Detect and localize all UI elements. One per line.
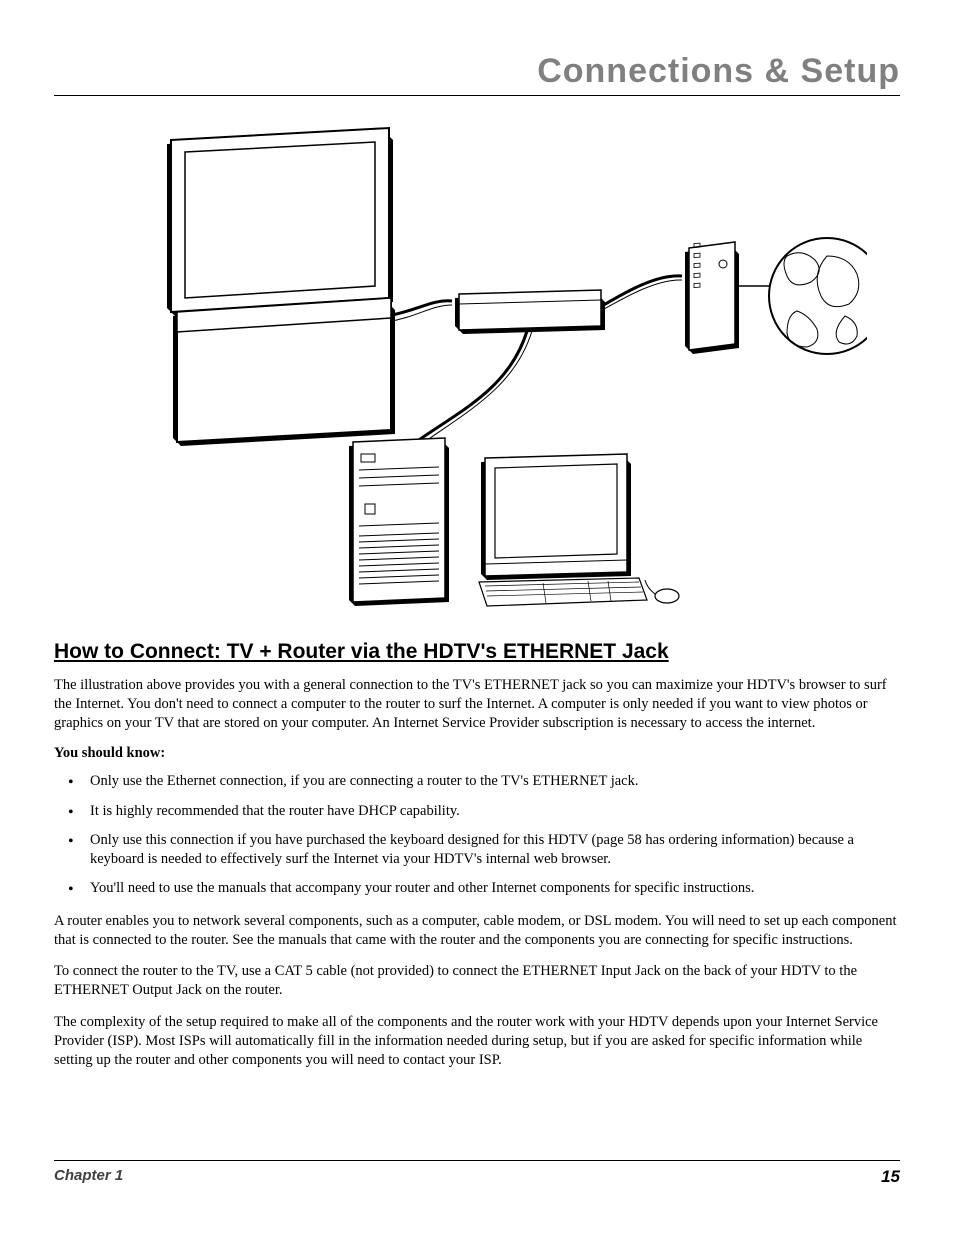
- paragraph-4: The complexity of the setup required to …: [54, 1013, 900, 1070]
- section-heading: How to Connect: TV + Router via the HDTV…: [54, 640, 900, 664]
- header-rule: Connections & Setup: [54, 52, 900, 96]
- paragraph-2: A router enables you to network several …: [54, 912, 900, 950]
- list-item: Only use the Ethernet connection, if you…: [54, 772, 900, 791]
- modem-icon: [455, 290, 605, 334]
- footer-page-number: 15: [881, 1167, 900, 1187]
- list-item: It is highly recommended that the router…: [54, 802, 900, 821]
- page-footer: Chapter 1 15: [54, 1160, 900, 1187]
- paragraph-3: To connect the router to the TV, use a C…: [54, 962, 900, 1000]
- router-icon: [685, 242, 739, 354]
- list-item: Only use this connection if you have pur…: [54, 831, 900, 869]
- connection-diagram: [87, 116, 867, 616]
- intro-paragraph: The illustration above provides you with…: [54, 676, 900, 733]
- globe-icon: [769, 238, 867, 354]
- bullet-list: Only use the Ethernet connection, if you…: [54, 772, 900, 898]
- computer-icon: [349, 438, 679, 606]
- footer-chapter: Chapter 1: [54, 1167, 123, 1187]
- page-title: Connections & Setup: [54, 52, 900, 91]
- tv-icon: [167, 128, 395, 446]
- list-item: You'll need to use the manuals that acco…: [54, 879, 900, 898]
- you-should-know-subhead: You should know:: [54, 745, 900, 762]
